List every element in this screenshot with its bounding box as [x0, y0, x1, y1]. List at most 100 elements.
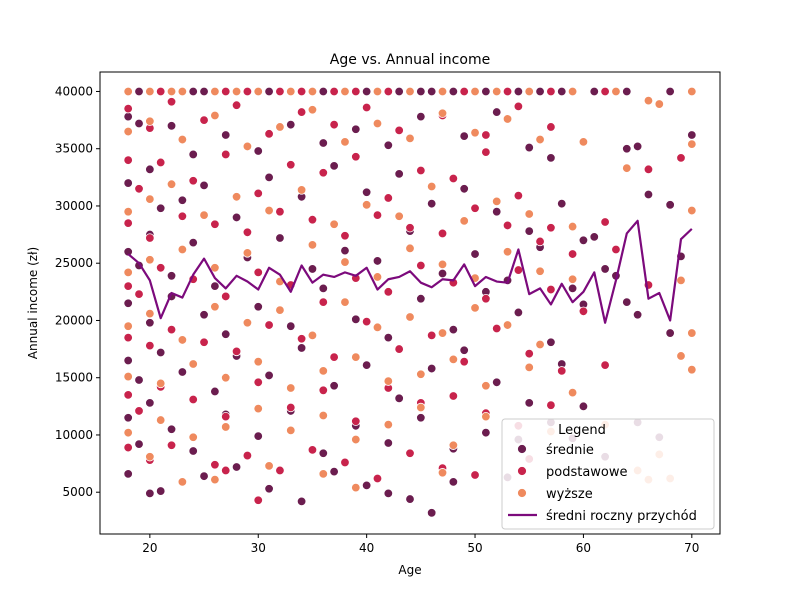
- scatter-point: [296, 107, 307, 117]
- scatter-point: [286, 119, 296, 130]
- scatter-point: [632, 141, 643, 152]
- scatter-point: [383, 287, 394, 297]
- y-tick-label: 15000: [55, 371, 93, 385]
- scatter-point: [361, 86, 372, 97]
- scatter-point: [264, 129, 274, 139]
- scatter-point: [210, 302, 220, 312]
- scatter-point: [145, 194, 155, 204]
- scatter-point: [687, 130, 697, 140]
- scatter-point: [589, 232, 599, 242]
- y-tick-label: 10000: [55, 428, 93, 442]
- scatter-point: [210, 263, 220, 273]
- scatter-points: [123, 86, 697, 518]
- scatter-point: [286, 402, 296, 413]
- scatter-point: [481, 130, 491, 140]
- scatter-point: [275, 206, 285, 217]
- scatter-point: [567, 274, 578, 284]
- scatter-point: [416, 294, 426, 304]
- scatter-point: [166, 86, 177, 97]
- scatter-point: [188, 86, 198, 97]
- scatter-point: [307, 330, 318, 341]
- scatter-point: [470, 127, 480, 138]
- scatter-point: [329, 466, 339, 477]
- scatter-point: [231, 462, 242, 472]
- scatter-point: [437, 86, 448, 97]
- scatter-point: [665, 86, 675, 97]
- scatter-point: [361, 360, 372, 370]
- scatter-point: [166, 424, 177, 434]
- scatter-point: [416, 111, 426, 122]
- scatter-point: [123, 267, 133, 278]
- scatter-point: [329, 352, 339, 362]
- scatter-point: [492, 323, 502, 334]
- x-tick-label: 50: [467, 541, 482, 555]
- scatter-point: [372, 473, 383, 484]
- scatter-point: [275, 305, 285, 315]
- scatter-point: [405, 133, 415, 144]
- scatter-point: [296, 496, 307, 507]
- scatter-point: [470, 303, 480, 313]
- scatter-point: [188, 237, 198, 248]
- scatter-point: [557, 366, 567, 376]
- scatter-point: [416, 402, 426, 413]
- scatter-point: [231, 346, 242, 357]
- scatter-point: [123, 413, 133, 423]
- scatter-point: [416, 260, 426, 271]
- scatter-point: [687, 86, 697, 97]
- scatter-point: [155, 347, 166, 358]
- scatter-point: [459, 86, 469, 97]
- scatter-point: [123, 111, 133, 122]
- y-axis: 5000 10000 15000 20000 25000 30000 35000 40000: [55, 84, 100, 499]
- scatter-point: [145, 340, 155, 351]
- scatter-point: [318, 410, 328, 421]
- scatter-point: [578, 235, 589, 246]
- scatter-point: [221, 86, 231, 97]
- scatter-point: [242, 248, 253, 258]
- scatter-point: [426, 198, 437, 209]
- scatter-point: [372, 272, 383, 282]
- scatter-point: [166, 121, 177, 131]
- scatter-point: [546, 400, 556, 410]
- scatter-point: [524, 142, 534, 153]
- scatter-point: [329, 119, 339, 130]
- scatter-point: [318, 385, 328, 396]
- scatter-point: [448, 86, 459, 97]
- scatter-point: [524, 348, 534, 359]
- scatter-point: [253, 302, 263, 312]
- scatter-point: [264, 461, 274, 471]
- chart-title: Age vs. Annual income: [330, 52, 490, 68]
- scatter-point: [383, 86, 394, 97]
- scatter-point: [546, 153, 556, 163]
- scatter-point: [502, 247, 513, 257]
- x-axis: 20 30 40 50 60 70: [142, 534, 699, 555]
- scatter-point: [546, 284, 556, 295]
- scatter-point: [155, 415, 166, 425]
- scatter-point: [492, 196, 502, 207]
- scatter-point: [145, 86, 155, 97]
- scatter-point: [134, 86, 144, 97]
- scatter-point: [600, 360, 610, 370]
- scatter-point: [188, 149, 198, 160]
- scatter-point: [307, 105, 318, 115]
- scatter-point: [253, 495, 263, 505]
- scatter-point: [416, 86, 426, 97]
- scatter-point: [361, 102, 372, 113]
- scatter-point: [405, 448, 415, 458]
- scatter-point: [296, 185, 307, 195]
- scatter-point: [481, 86, 491, 97]
- scatter-point: [307, 86, 318, 97]
- scatter-point: [383, 140, 394, 150]
- scatter-point: [394, 393, 404, 404]
- scatter-point: [275, 465, 285, 476]
- scatter-point: [134, 184, 144, 194]
- scatter-point: [600, 264, 610, 274]
- scatter-point: [210, 474, 220, 485]
- scatter-point: [535, 86, 545, 97]
- scatter-point: [253, 431, 263, 441]
- scatter-point: [231, 212, 242, 223]
- y-tick-label: 35000: [55, 142, 93, 156]
- scatter-point: [405, 494, 415, 504]
- x-tick-label: 20: [142, 541, 157, 555]
- scatter-point: [177, 211, 188, 221]
- scatter-point: [318, 366, 328, 376]
